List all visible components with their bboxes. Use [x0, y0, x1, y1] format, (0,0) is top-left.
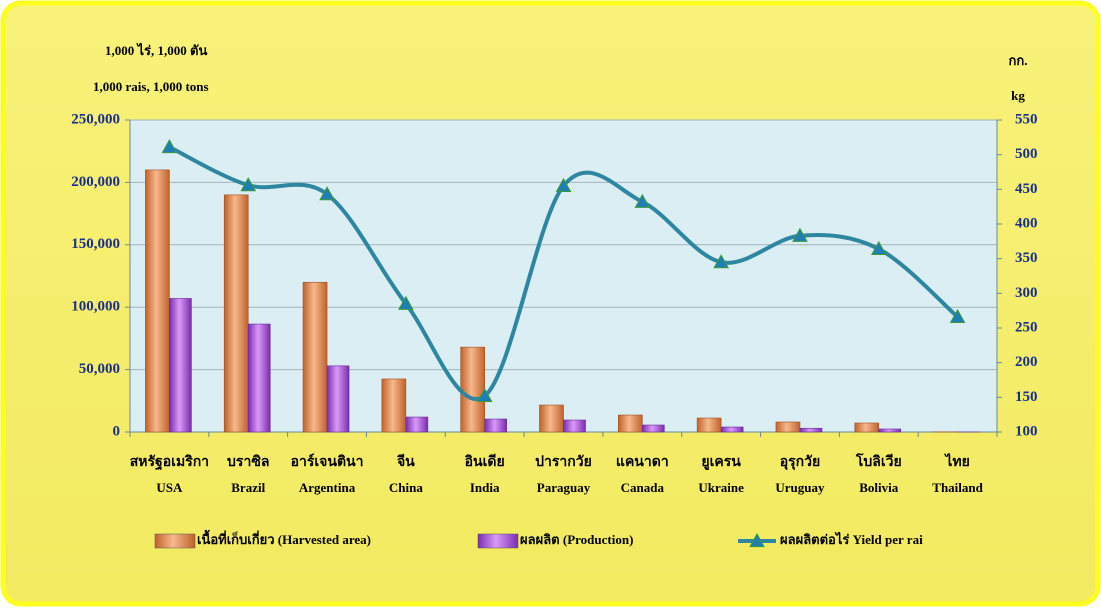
y-tick-label: 50,000: [79, 361, 120, 377]
legend-label: ผลผลิตต่อไร่ Yield per rai: [780, 531, 923, 547]
y2-tick-label: 450: [1015, 181, 1038, 197]
y2-axis-label: กก.: [1009, 53, 1028, 68]
bar: [697, 418, 721, 432]
x-tick-label: ไทย: [943, 452, 969, 470]
x-tick-label: Thailand: [932, 480, 983, 495]
bar: [879, 429, 901, 432]
x-tick-label: Paraguay: [537, 480, 591, 495]
x-tick-label: Ukraine: [698, 480, 744, 495]
x-tick-label: จีน: [396, 454, 415, 470]
x-tick-label: อาร์เจนตินา: [291, 453, 364, 470]
legend-label: เนื้อที่เก็บเกี่ยว (Harvested area): [197, 529, 371, 547]
x-tick-label: แคนาดา: [616, 455, 669, 470]
x-tick-label: Brazil: [231, 480, 265, 495]
bar: [485, 419, 507, 432]
y-axis-label: 1,000 rais, 1,000 tons: [93, 79, 209, 94]
y-tick-label: 200,000: [71, 174, 120, 190]
bar: [642, 425, 664, 432]
x-tick-label: Bolivia: [859, 480, 899, 495]
x-tick-label: India: [470, 480, 500, 495]
bar: [248, 324, 270, 432]
bar: [540, 405, 564, 432]
x-tick-label: USA: [156, 480, 183, 495]
bar: [618, 415, 642, 432]
legend-swatch: [478, 534, 518, 548]
y-tick-label: 150,000: [71, 236, 120, 252]
y-tick-label: 0: [113, 423, 121, 439]
x-tick-label: China: [389, 480, 423, 495]
x-tick-label: อินเดีย: [464, 454, 505, 470]
x-tick-label: ปารากวัย: [535, 454, 592, 470]
bar: [776, 422, 800, 432]
bar: [327, 366, 349, 432]
x-tick-label: ยูเครน: [701, 455, 741, 470]
bar: [224, 195, 248, 432]
legend-swatch: [155, 534, 195, 548]
x-tick-label: อุรุกวัย: [780, 454, 820, 470]
bar: [145, 170, 169, 432]
x-tick-label: Uruguay: [775, 480, 825, 495]
y2-axis-label: kg: [1011, 88, 1025, 103]
bar: [461, 347, 485, 432]
y2-tick-label: 500: [1015, 146, 1038, 162]
x-tick-label: Argentina: [299, 480, 356, 495]
y-tick-label: 100,000: [71, 299, 120, 315]
bar: [855, 423, 879, 432]
y2-tick-label: 350: [1015, 250, 1038, 266]
bar: [169, 298, 191, 432]
bar: [800, 428, 822, 432]
bar: [564, 420, 586, 432]
bar: [382, 379, 406, 432]
y-axis-label: 1,000 ไร่, 1,000 ตัน: [105, 42, 207, 58]
x-tick-label: โบลิเวีย: [855, 452, 902, 470]
bar: [303, 282, 327, 432]
x-tick-label: Canada: [621, 480, 665, 495]
y2-tick-label: 550: [1015, 111, 1038, 127]
x-tick-label: บราซิล: [227, 454, 269, 470]
y2-tick-label: 400: [1015, 215, 1038, 231]
y2-tick-label: 250: [1015, 319, 1038, 335]
y2-tick-label: 150: [1015, 389, 1038, 405]
y-tick-label: 250,000: [71, 111, 120, 127]
x-tick-label: สหรัฐอเมริกา: [130, 454, 209, 471]
legend-label: ผลผลิต (Production): [520, 532, 633, 547]
bar: [721, 427, 743, 432]
y2-tick-label: 200: [1015, 354, 1038, 370]
y2-tick-label: 100: [1015, 423, 1038, 439]
bar: [406, 417, 428, 432]
y2-tick-label: 300: [1015, 285, 1038, 301]
